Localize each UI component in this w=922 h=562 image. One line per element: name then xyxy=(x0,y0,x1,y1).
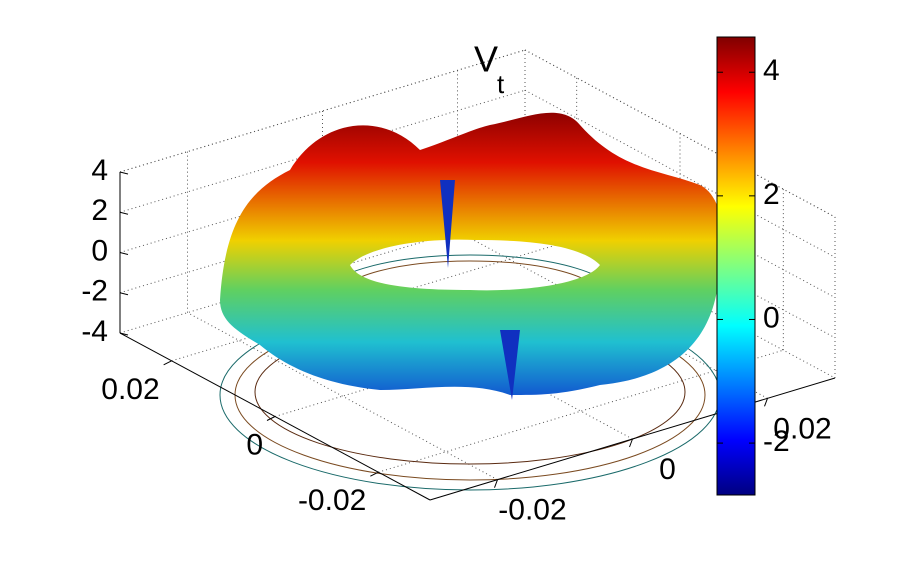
x-tick-label: 0 xyxy=(659,453,676,486)
colorbar xyxy=(716,36,756,496)
x-tick xyxy=(629,438,633,448)
surface-dip xyxy=(440,180,520,400)
x-axis xyxy=(429,377,836,501)
x-tick xyxy=(494,479,498,488)
z-tick-label: -4 xyxy=(81,315,108,348)
colorbar-tick-label: 2 xyxy=(763,178,780,211)
y-tick xyxy=(266,416,276,421)
z-tick xyxy=(119,171,129,175)
x-tick-label: 0.02 xyxy=(773,412,831,445)
y-axis xyxy=(119,332,431,501)
y-tick xyxy=(163,360,172,366)
colorbar-tick-label: -2 xyxy=(763,425,790,458)
surface xyxy=(220,112,723,395)
y-tick-label: 0.02 xyxy=(101,373,159,406)
z-tick-label: -2 xyxy=(81,275,108,308)
chart-title-subscript: t xyxy=(497,69,505,99)
chart-title: V xyxy=(474,39,498,80)
y-tick-label: -0.02 xyxy=(298,484,366,517)
z-tick-label: 4 xyxy=(91,154,108,187)
z-tick xyxy=(119,292,129,296)
y-tick xyxy=(370,471,379,477)
z-tick-label: 2 xyxy=(91,194,108,227)
y-tick-label: 0 xyxy=(246,428,263,461)
grid-line xyxy=(171,238,577,362)
x-tick-label: -0.02 xyxy=(498,494,566,527)
colorbar-tick-label: 0 xyxy=(763,301,780,334)
colorbar-tick-label: 4 xyxy=(763,54,780,87)
tick-layer: -4 -2 0 2 4 -0.02 0 0.02 -0.02 0 0.02 xyxy=(81,154,836,527)
z-tick-label: 0 xyxy=(91,234,108,267)
z-tick xyxy=(119,252,129,255)
grid-line xyxy=(378,349,784,473)
grid-line xyxy=(187,312,498,481)
z-tick xyxy=(119,211,129,215)
x-tick xyxy=(764,398,768,407)
